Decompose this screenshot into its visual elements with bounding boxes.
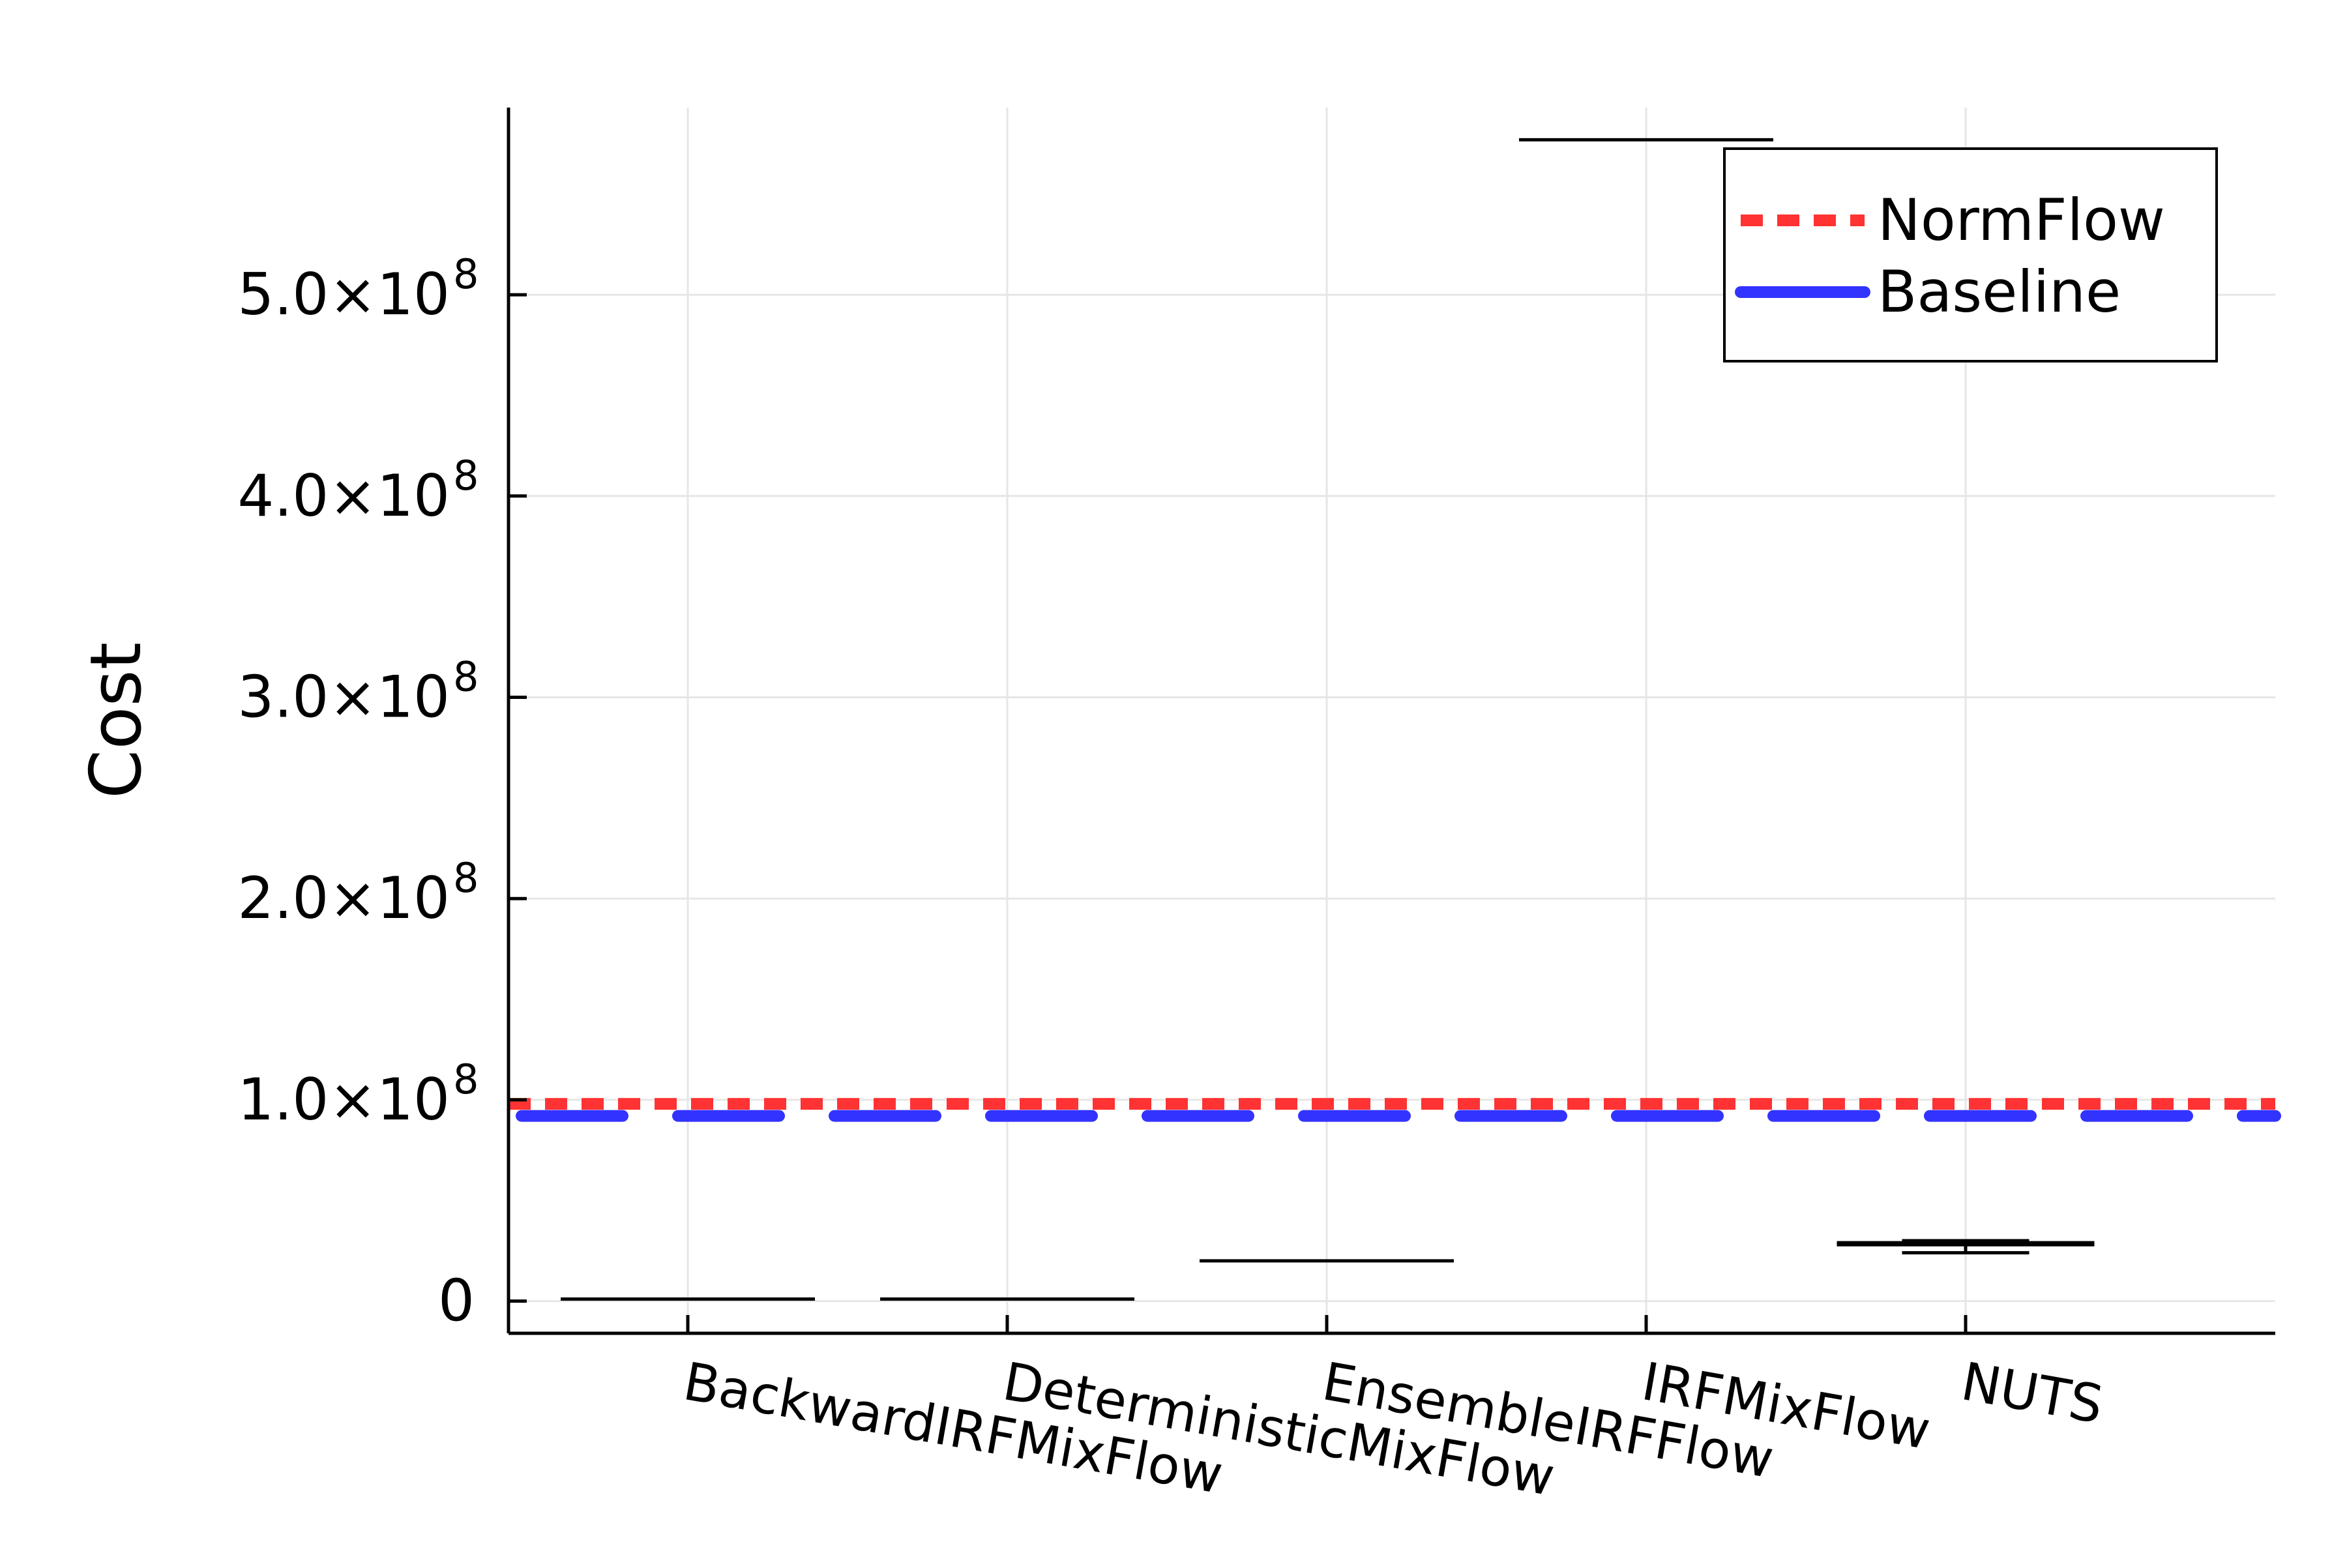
legend-label-normflow: NormFlow (1878, 186, 2165, 254)
y-tick-exponent: 8 (453, 250, 479, 298)
y-tick-exponent: 8 (453, 1056, 479, 1103)
boxes (561, 138, 2095, 1301)
legend-box (1723, 147, 2218, 362)
axes (507, 108, 2275, 1335)
labels: 01.0×10 82.0×10 83.0×10 84.0×10 85.0×10 8Back… (76, 250, 2108, 1507)
y-tick-label: 4.0×10 (237, 462, 450, 529)
x-tick-label: NUTS (1957, 1351, 2108, 1435)
reference-lines (503, 1098, 2281, 1122)
box-nuts (1837, 1239, 2095, 1255)
y-tick-exponent: 8 (453, 854, 479, 902)
y-tick-label: 5.0×10 (237, 261, 450, 328)
legend-label-baseline: Baseline (1878, 258, 2121, 325)
y-tick-label: 3.0×10 (237, 663, 450, 730)
y-axis-title: Cost (76, 642, 157, 799)
y-tick-label: 1.0×10 (237, 1066, 450, 1133)
y-tick-label: 2.0×10 (237, 865, 450, 932)
y-tick-exponent: 8 (453, 452, 479, 499)
y-tick-exponent: 8 (453, 653, 479, 700)
y-tick-label: 0 (438, 1267, 475, 1335)
